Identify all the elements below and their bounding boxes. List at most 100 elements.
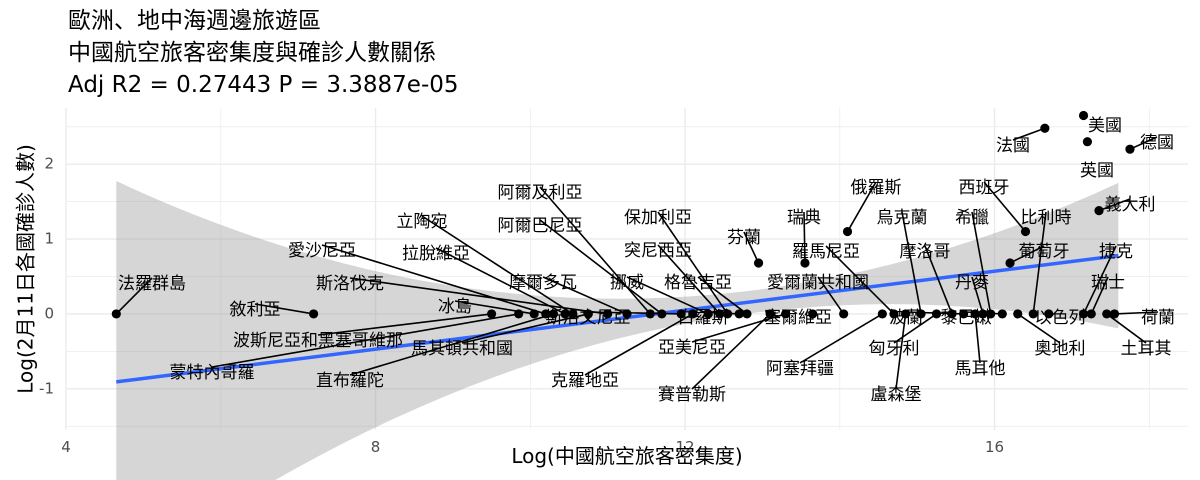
label-leader-line	[1098, 198, 1131, 212]
data-point-1	[309, 309, 319, 319]
data-point-label: 亞美尼亞	[658, 338, 726, 358]
data-point-label: 俄羅斯	[851, 178, 902, 198]
data-point-label: 敘利亞	[230, 300, 281, 320]
data-point-label: 阿爾巴尼亞	[498, 216, 583, 236]
data-point-label: 盧森堡	[871, 385, 922, 405]
data-point-label: 英國	[1080, 161, 1114, 181]
data-point-label: 捷克	[1099, 242, 1133, 262]
label-leader-line	[254, 303, 314, 315]
data-point-34	[959, 309, 969, 319]
chart-title-line-1: 歐洲、地中海週邊旅遊區	[68, 8, 321, 34]
label-leader-line	[983, 181, 1027, 233]
data-point-label: 冰島	[438, 297, 472, 317]
data-point-11	[622, 309, 632, 319]
data-point-label: 德國	[1140, 133, 1174, 153]
data-point-label: 土耳其	[1121, 339, 1172, 359]
x-axis-title: Log(中國航空旅客密集度)	[511, 444, 742, 468]
x-tick-label: 16	[985, 438, 1004, 456]
data-point-label: 塞爾維亞	[764, 308, 832, 328]
data-point-label: 挪威	[610, 273, 644, 293]
label-leader-line	[317, 313, 492, 336]
data-point-3	[514, 309, 524, 319]
data-point-46	[1102, 309, 1112, 319]
data-point-label: 蒙特內哥羅	[170, 363, 255, 383]
y-tick-label: 2	[44, 155, 54, 173]
data-point-4	[529, 309, 539, 319]
data-point-label: 美國	[1088, 116, 1122, 136]
data-point-label: 白羅斯	[678, 308, 729, 328]
x-tick-label: 4	[61, 438, 71, 456]
data-point-45	[1086, 309, 1096, 319]
data-point-label: 葡萄牙	[1019, 242, 1070, 262]
data-point-label: 波蘭	[889, 308, 923, 328]
label-leader-line	[1082, 245, 1117, 315]
label-leader-line	[657, 244, 721, 315]
label-leader-line	[349, 277, 608, 315]
data-point-label: 直布羅陀	[316, 371, 384, 391]
y-axis-title: Log(2月11日各國確診人數)	[14, 144, 38, 394]
data-point-40	[1020, 226, 1031, 237]
chart-title-line-3: Adj R2 = 0.27443 P = 3.3887e-05	[68, 72, 459, 98]
data-point-23	[753, 258, 764, 268]
data-point-24	[800, 258, 810, 268]
data-point-label: 烏克蘭	[877, 208, 928, 228]
label-leader-line	[893, 313, 937, 344]
data-point-51	[1078, 110, 1089, 121]
data-point-label: 西班牙	[959, 178, 1010, 198]
regression-line	[116, 253, 1119, 384]
data-point-label: 愛爾蘭共和國	[767, 273, 869, 293]
data-point-43	[1013, 309, 1023, 319]
data-point-label: 羅馬尼亞	[792, 242, 860, 262]
label-leader-line	[846, 181, 877, 232]
data-point-label: 丹麥	[955, 273, 989, 293]
label-leader-line	[697, 276, 748, 315]
data-point-37	[986, 309, 996, 319]
data-point-label: 斯洛文尼亞	[546, 308, 631, 328]
data-point-6	[560, 309, 570, 319]
data-points	[111, 110, 1135, 319]
data-point-28	[889, 309, 899, 319]
label-leader-line	[349, 313, 554, 376]
label-leader-line	[817, 276, 845, 315]
data-point-16	[703, 309, 713, 319]
data-point-label: 突尼西亞	[624, 241, 692, 261]
label-leader-line	[1009, 245, 1045, 264]
label-leader-line	[743, 231, 760, 264]
label-leader-line	[1032, 211, 1047, 315]
data-point-label: 阿爾及利亞	[498, 183, 583, 203]
data-point-label: 馬其頓共和國	[411, 339, 513, 359]
x-tick-label: 8	[371, 438, 381, 456]
data-point-31	[916, 309, 926, 319]
data-point-12	[645, 309, 655, 319]
label-leader-line	[825, 245, 895, 315]
data-point-label: 克羅地亞	[551, 371, 619, 391]
data-point-33	[947, 309, 957, 319]
data-point-39	[1005, 258, 1015, 268]
y-tick-label: 0	[44, 304, 54, 322]
label-leader-line	[691, 313, 786, 343]
label-leader-line	[803, 211, 806, 264]
label-leader-line	[1129, 136, 1158, 150]
data-point-label: 匈牙利	[869, 339, 920, 359]
data-point-label: 保加利亞	[624, 208, 692, 228]
data-point-label: 義大利	[1105, 195, 1156, 215]
data-point-label: 馬耳他	[955, 359, 1006, 379]
data-point-13	[657, 309, 667, 319]
data-point-9	[548, 309, 559, 319]
data-point-label: 摩洛哥	[900, 242, 951, 262]
label-leader-line	[461, 313, 589, 344]
data-point-label: 賽普勒斯	[658, 384, 726, 405]
label-leader-line	[974, 313, 981, 364]
label-leader-line	[691, 313, 771, 390]
data-point-30	[842, 226, 853, 237]
data-point-52	[1125, 144, 1135, 154]
data-point-label: 以色列	[1035, 308, 1086, 328]
data-point-2	[486, 309, 497, 319]
data-point-38	[997, 309, 1007, 319]
label-leader-line	[799, 313, 883, 364]
data-point-label: 荷蘭	[1141, 308, 1175, 328]
label-leader-line	[539, 186, 651, 315]
data-point-35	[970, 309, 980, 319]
